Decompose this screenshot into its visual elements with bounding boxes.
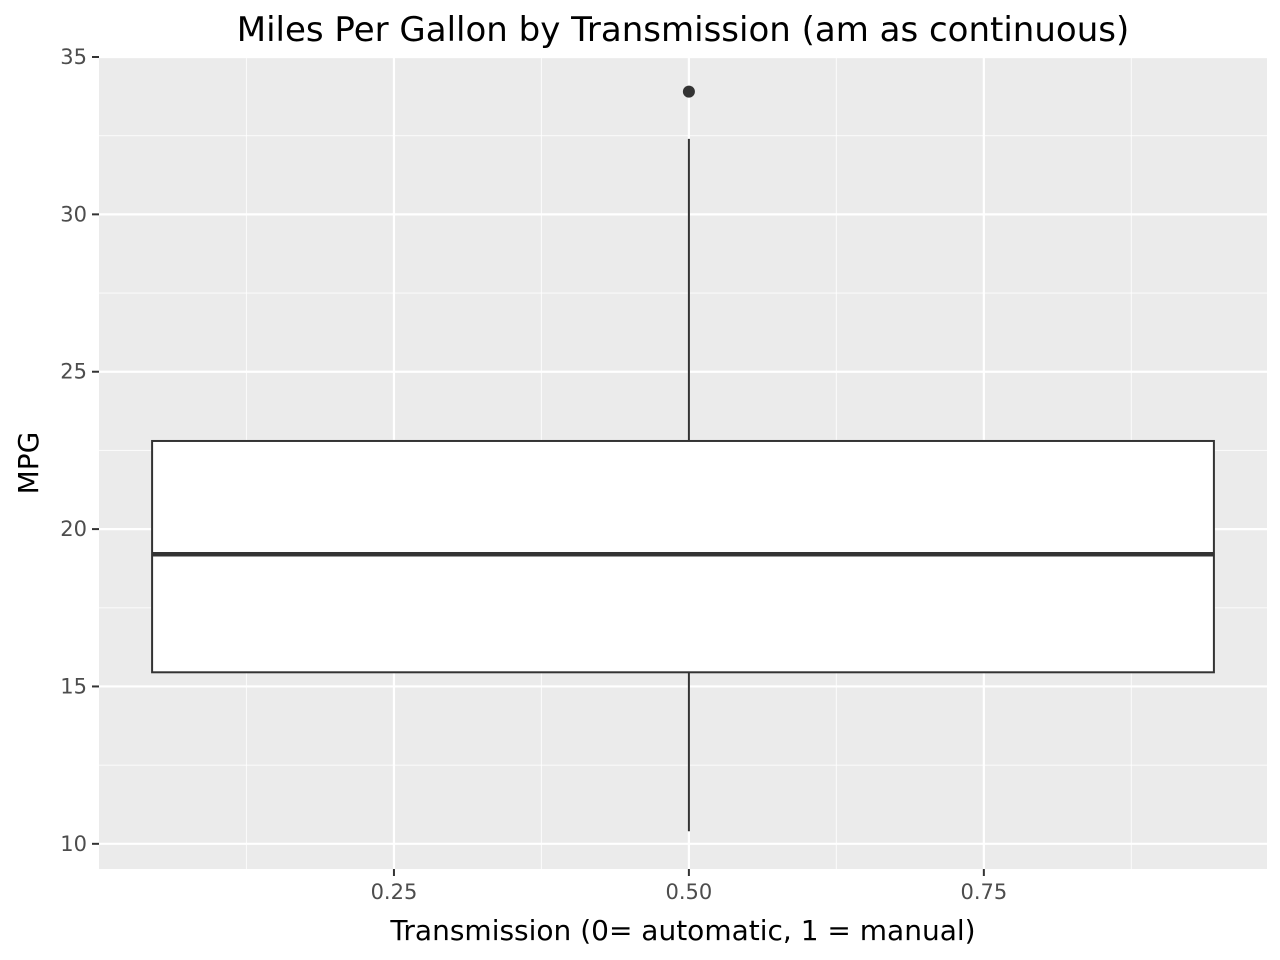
box-layer	[151, 85, 1215, 832]
y-axis-title: MPG	[12, 432, 45, 495]
y-tick-label: 15	[60, 674, 87, 698]
y-tick-label: 10	[60, 832, 87, 856]
chart-title: Miles Per Gallon by Transmission (am as …	[237, 10, 1129, 50]
grid-major	[99, 55, 1267, 869]
x-axis: 0.25 0.50 0.75	[371, 869, 1007, 904]
x-tick-label: 0.75	[960, 880, 1007, 904]
y-tick-label: 25	[60, 360, 87, 384]
y-tick-label: 20	[60, 517, 87, 541]
x-tick-label: 0.25	[371, 880, 418, 904]
y-tick-label: 35	[60, 45, 87, 69]
y-axis: 10 15 20 25 30 35	[60, 45, 99, 856]
x-axis-title: Transmission (0= automatic, 1 = manual)	[389, 914, 975, 947]
y-tick-label: 30	[60, 202, 87, 226]
box-iqr	[151, 439, 1215, 674]
outlier-point	[682, 85, 695, 98]
x-tick-label: 0.50	[666, 880, 713, 904]
